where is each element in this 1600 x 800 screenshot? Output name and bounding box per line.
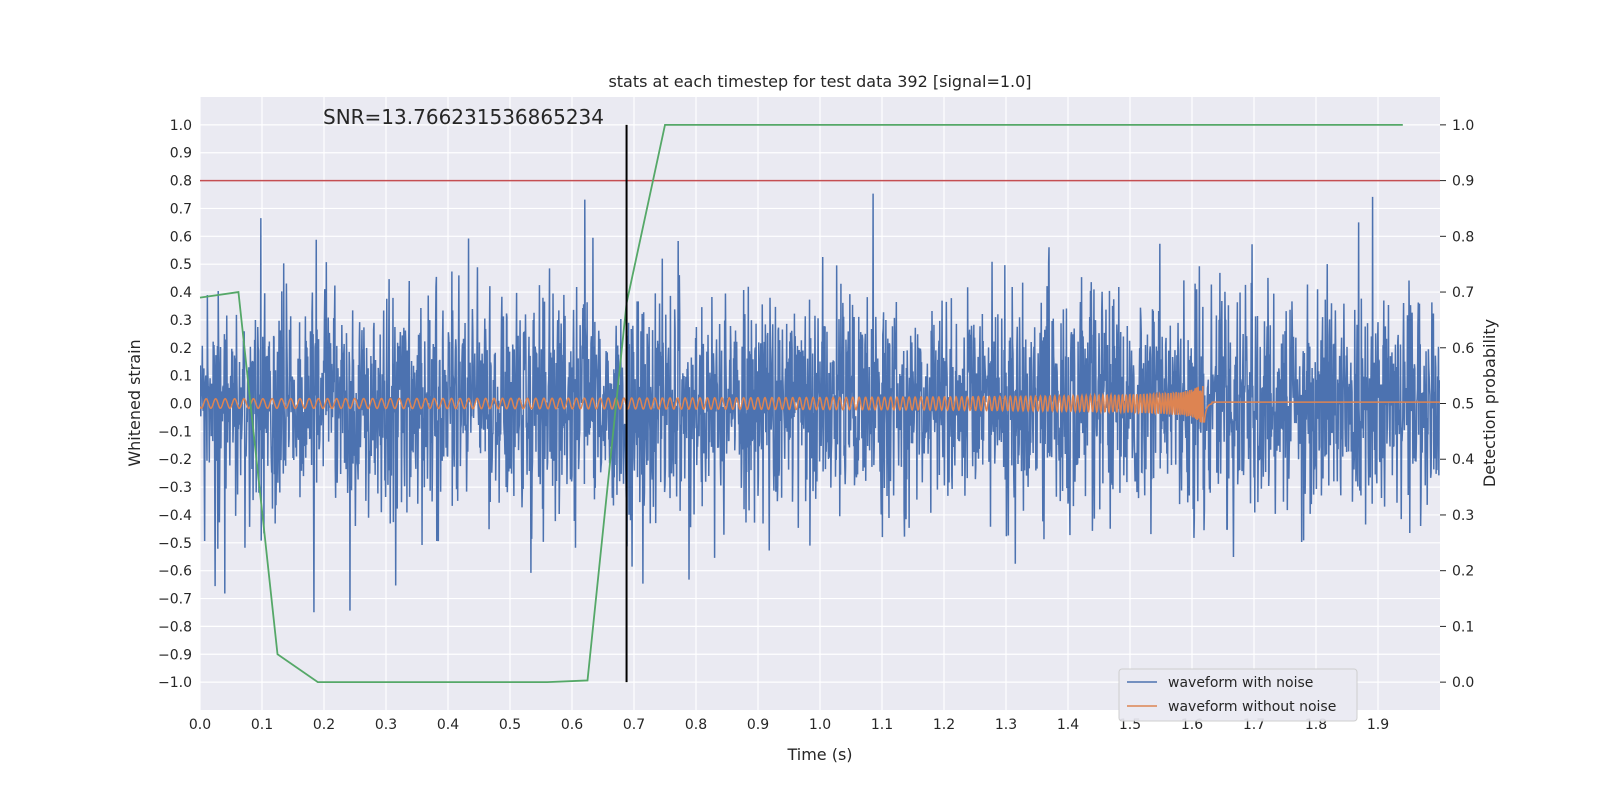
y2-tick-label: 0.8	[1452, 229, 1474, 245]
y-tick-label: −0.1	[158, 424, 192, 440]
y-tick-label: 0.4	[170, 285, 192, 301]
legend-label-clean: waveform without noise	[1168, 699, 1336, 715]
x-tick-label: 0.1	[251, 717, 273, 733]
y-tick-label: 0.5	[170, 257, 192, 273]
y2-ticks: 1.0 0.9 0.8 0.7 0.6 0.5 0.4 0.3 0.2 0.1 0.0	[1440, 118, 1474, 691]
x-tick-label: 0.8	[685, 717, 707, 733]
series-line-detection-probability	[199, 123, 1403, 684]
y-tick-label: −0.7	[158, 592, 192, 608]
y-tick-label: 0.1	[170, 369, 192, 385]
x-axis-label: Time (s)	[786, 745, 852, 764]
x-tick-label: 0.9	[747, 717, 769, 733]
y2-tick-label: 1.0	[1452, 118, 1474, 134]
x-tick-label: 0.5	[499, 717, 521, 733]
x-tick-label: 1.4	[1057, 717, 1079, 733]
x-tick-label: 0.2	[313, 717, 335, 733]
y-tick-label: 1.0	[170, 118, 192, 134]
y-tick-label: −0.5	[158, 536, 192, 552]
y2-tick-label: 0.9	[1452, 174, 1474, 190]
y-tick-label: 0.3	[170, 313, 192, 329]
series-line-without-noise	[200, 385, 1440, 423]
chart-title: stats at each timestep for test data 392…	[608, 72, 1031, 91]
y2-tick-label: 0.0	[1452, 675, 1474, 691]
y-ticks: 1.0 0.9 0.8 0.7 0.6 0.5 0.4 0.3 0.2 0.1 0.0 −0.1 −0.…	[158, 118, 192, 691]
y-tick-label: 0.7	[170, 201, 192, 217]
y2-tick-label: 0.3	[1452, 508, 1474, 524]
x-tick-label: 0.3	[375, 717, 397, 733]
legend: waveform with noise waveform without noi…	[1118, 668, 1358, 722]
y2-tick-label: 0.7	[1452, 285, 1474, 301]
y-tick-label: −0.8	[158, 619, 192, 635]
snr-annotation: SNR=13.766231536865234	[323, 105, 604, 129]
y2-tick-label: 0.5	[1452, 397, 1474, 413]
y-tick-label: 0.9	[170, 146, 192, 162]
x-tick-label: 1.3	[995, 717, 1017, 733]
y2-tick-label: 0.6	[1452, 341, 1474, 357]
y2-axis-label: Detection probability	[1480, 319, 1499, 487]
y-tick-label: 0.0	[170, 397, 192, 413]
y-tick-label: 0.2	[170, 341, 192, 357]
legend-box	[1118, 668, 1358, 722]
y-tick-label: −0.9	[158, 647, 192, 663]
y-tick-label: 0.6	[170, 229, 192, 245]
x-tick-label: 0.4	[437, 717, 459, 733]
y-tick-label: −0.6	[158, 564, 192, 580]
series-group	[199, 123, 1440, 684]
x-tick-label: 1.1	[871, 717, 893, 733]
legend-label-noise: waveform with noise	[1168, 675, 1313, 691]
series-line-with-noise	[200, 193, 1440, 613]
x-tick-label: 0.7	[623, 717, 645, 733]
x-tick-label: 0.6	[561, 717, 583, 733]
x-tick-label: 1.9	[1367, 717, 1389, 733]
y2-tick-label: 0.4	[1452, 452, 1474, 468]
y-tick-label: 0.8	[170, 174, 192, 190]
x-tick-label: 1.0	[809, 717, 831, 733]
x-tick-label: 1.2	[933, 717, 955, 733]
y-tick-label: −0.4	[158, 508, 192, 524]
x-tick-label: 0.0	[189, 717, 211, 733]
y-axis-label: Whitened strain	[125, 339, 144, 466]
y2-tick-label: 0.1	[1452, 619, 1474, 635]
y-tick-label: −0.2	[158, 452, 192, 468]
y-tick-label: −0.3	[158, 480, 192, 496]
y-tick-label: −1.0	[158, 675, 192, 691]
y2-tick-label: 0.2	[1452, 564, 1474, 580]
